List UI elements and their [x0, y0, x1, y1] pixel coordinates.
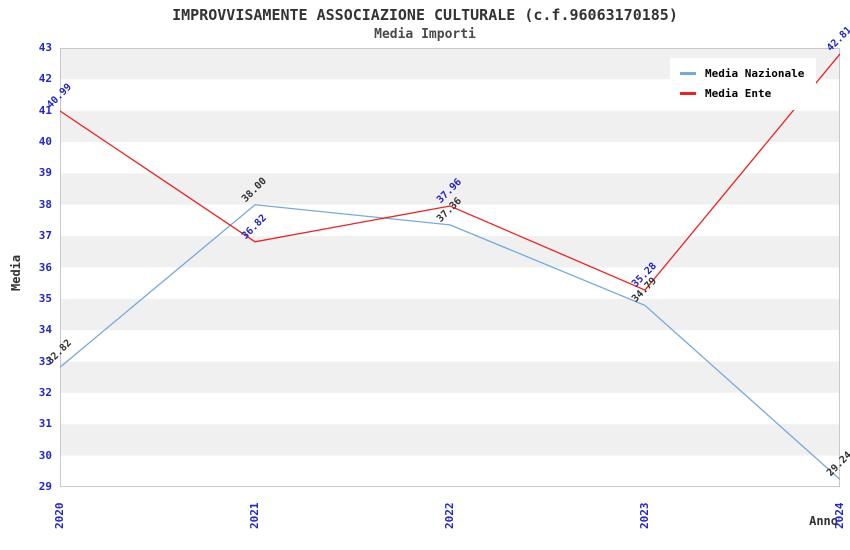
- x-tick-label: 2022: [443, 502, 456, 530]
- legend-swatch-icon: [680, 91, 696, 95]
- plot-band: [60, 173, 840, 205]
- plot-band: [60, 330, 840, 362]
- chart-title: IMPROVVISAMENTE ASSOCIAZIONE CULTURALE (…: [172, 6, 678, 24]
- plot-band: [60, 110, 840, 143]
- chart-subtitle: Media Importi: [374, 27, 476, 42]
- plot-area: [59, 48, 841, 487]
- y-tick-label: 35: [38, 291, 52, 305]
- y-tick-label: 33: [38, 354, 52, 368]
- x-tick-label: 2024: [833, 502, 846, 530]
- y-tick-label: 41: [38, 103, 52, 117]
- plot-band: [60, 298, 840, 331]
- legend-item: Media Nazionale: [680, 63, 804, 83]
- y-tick-label: 43: [38, 41, 52, 54]
- plot-band: [60, 267, 840, 299]
- y-tick-label: 40: [38, 135, 52, 149]
- x-tick-label: 2021: [248, 502, 261, 530]
- plot-band: [60, 204, 840, 237]
- x-axis-title: Anno: [809, 514, 838, 528]
- series-line-1: [59, 53, 841, 291]
- y-tick-label: 36: [38, 260, 52, 274]
- plot-band: [60, 142, 840, 174]
- x-tick-label: 2020: [53, 502, 66, 530]
- series-line-0: [59, 204, 841, 480]
- y-tick-label: 37: [38, 229, 52, 243]
- plot-svg: [59, 48, 841, 487]
- y-tick-label: 29: [38, 480, 52, 493]
- y-tick-label: 38: [38, 197, 52, 211]
- legend-label: Media Nazionale: [705, 66, 805, 80]
- plot-band: [60, 236, 840, 268]
- y-tick-label: 32: [38, 385, 52, 399]
- legend: Media Nazionale Media Ente: [670, 58, 817, 110]
- legend-swatch-icon: [680, 71, 696, 75]
- plot-border: [60, 48, 840, 487]
- legend-label: Media Ente: [705, 86, 772, 100]
- plot-band: [60, 361, 840, 393]
- x-tick-label: 2023: [638, 502, 651, 530]
- y-tick-label: 30: [38, 448, 52, 462]
- legend-item: Media Ente: [680, 83, 804, 103]
- y-tick-label: 31: [38, 417, 52, 431]
- y-tick-label: 34: [38, 323, 52, 337]
- y-tick-label: 42: [38, 72, 52, 86]
- plot-band: [60, 424, 840, 456]
- plot-band: [60, 455, 840, 487]
- y-tick-label: 39: [38, 166, 52, 180]
- plot-band: [60, 392, 840, 425]
